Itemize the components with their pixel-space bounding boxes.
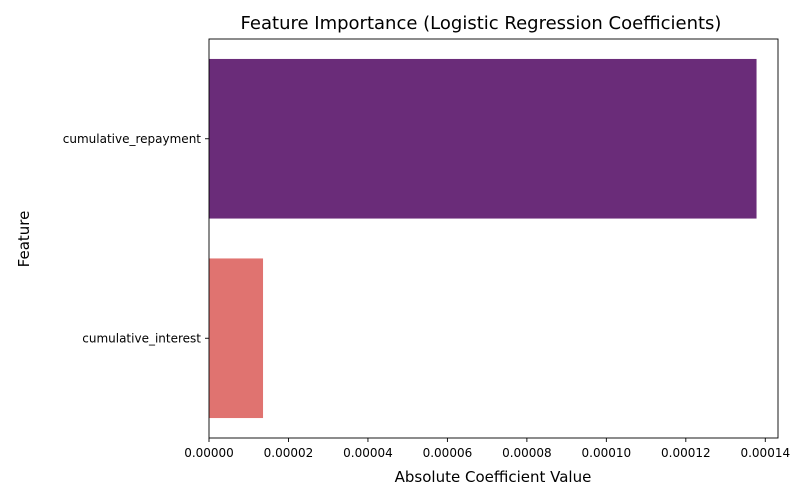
x-tick-label: 0.00006	[423, 446, 473, 460]
x-tick-label: 0.00002	[264, 446, 314, 460]
bar-cumulative-repayment	[209, 58, 757, 219]
x-tick-label: 0.00008	[502, 446, 552, 460]
x-tick-label: 0.00010	[582, 446, 632, 460]
chart-title: Feature Importance (Logistic Regression …	[241, 13, 722, 34]
x-axis-ticks: 0.00000 0.00002 0.00004 0.00006 0.00008 0.000…	[184, 438, 790, 460]
y-axis-ticks: cumulative_repayment cumulative_interest	[63, 132, 209, 345]
y-tick-label: cumulative_interest	[82, 331, 201, 345]
x-tick-label: 0.00000	[184, 446, 234, 460]
x-tick-label: 0.00012	[661, 446, 711, 460]
x-tick-label: 0.00004	[343, 446, 393, 460]
x-axis-label: Absolute Coefficient Value	[395, 468, 592, 486]
y-tick-label: cumulative_repayment	[63, 132, 202, 146]
plot-frame	[208, 38, 779, 439]
x-tick-label: 0.00014	[740, 446, 790, 460]
y-axis-label: Feature	[15, 211, 33, 268]
bar-cumulative-interest	[209, 258, 264, 419]
bars-layer	[209, 58, 757, 419]
